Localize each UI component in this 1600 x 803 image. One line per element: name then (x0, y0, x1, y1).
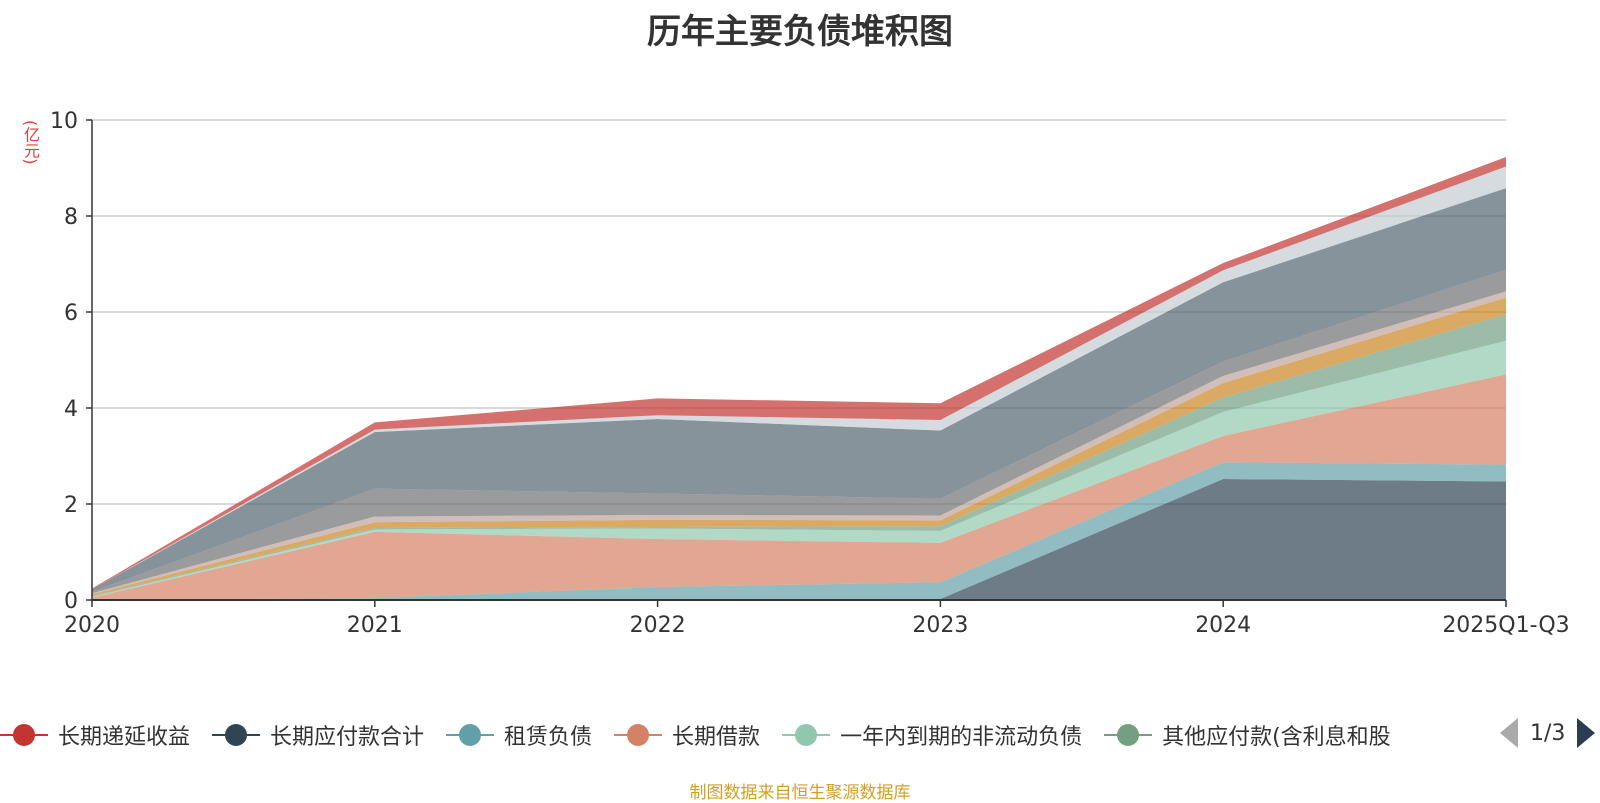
legend-item[interactable]: 一年内到期的非流动负债 (782, 719, 1082, 751)
area-series (92, 374, 1506, 600)
legend-item[interactable]: 长期借款 (614, 719, 760, 751)
legend-dot-icon (459, 724, 482, 746)
area-series (92, 291, 1506, 595)
legend-label: 长期递延收益 (58, 725, 191, 750)
legend-swatch-icon (446, 724, 495, 746)
area-layer (92, 156, 1506, 600)
legend-swatch-icon (0, 724, 48, 746)
legend: 长期递延收益 长期应付款合计 租赁负债 长期借款 (0, 718, 1413, 752)
legend-swatch-icon (1104, 724, 1153, 746)
legend-item[interactable]: 其他应付款(含利息和股 (1104, 719, 1391, 751)
legend-dot-icon (795, 724, 818, 746)
y-tick-label: 4 (64, 397, 78, 422)
area-series (92, 340, 1506, 598)
legend-label: 租赁负债 (504, 725, 593, 750)
area-series (92, 462, 1506, 600)
chart-title: 历年主要负债堆积图 (647, 12, 953, 52)
y-tick-label: 10 (50, 109, 78, 134)
legend-pager: 1/3 (1500, 718, 1596, 748)
x-tick-label: 2023 (912, 613, 968, 638)
axis-layer: 0 2 4 6 8 10 2020 2021 2022 2023 2024 2025Q1-Q3 (50, 109, 1570, 638)
legend-swatch-icon (782, 724, 831, 746)
legend-dot-icon (13, 724, 35, 746)
x-tick-label: 2024 (1195, 613, 1251, 638)
area-series (92, 479, 1506, 600)
legend-dot-icon (225, 724, 248, 746)
legend-label: 其他应付款(含利息和股 (1162, 725, 1391, 750)
legend-dot-icon (1117, 724, 1140, 746)
x-tick-label: 2022 (630, 613, 686, 638)
legend-item[interactable]: 长期应付款合计 (212, 719, 424, 751)
legend-swatch-icon (212, 724, 261, 746)
legend-page-indicator: 1/3 (1530, 720, 1566, 746)
stacked-area-chart: 0 2 4 6 8 10 2020 2021 2022 2023 2024 2025Q1-Q3 (50, 109, 1570, 638)
x-tick-label: 2025Q1-Q3 (1442, 613, 1569, 638)
y-tick-label: 8 (64, 205, 78, 230)
legend-label: 长期借款 (672, 725, 761, 750)
area-series (92, 269, 1506, 594)
legend-item[interactable]: 长期递延收益 (0, 719, 190, 751)
y-axis-unit-label: (亿元) (21, 120, 40, 165)
source-note: 制图数据来自恒生聚源数据库 (689, 783, 911, 803)
y-tick-label: 0 (64, 589, 78, 614)
legend-label: 一年内到期的非流动负债 (840, 725, 1083, 750)
legend-prev-page-icon[interactable] (1500, 718, 1518, 748)
x-tick-label: 2021 (347, 613, 403, 638)
legend-next-page-icon[interactable] (1577, 718, 1596, 748)
legend-item[interactable]: 租赁负债 (446, 719, 592, 751)
legend-label: 长期应付款合计 (270, 725, 425, 750)
legend-swatch-icon (614, 724, 663, 746)
legend-dot-icon (627, 724, 650, 746)
x-tick-label: 2020 (64, 613, 120, 638)
y-tick-label: 6 (64, 301, 78, 326)
y-tick-label: 2 (64, 493, 78, 518)
